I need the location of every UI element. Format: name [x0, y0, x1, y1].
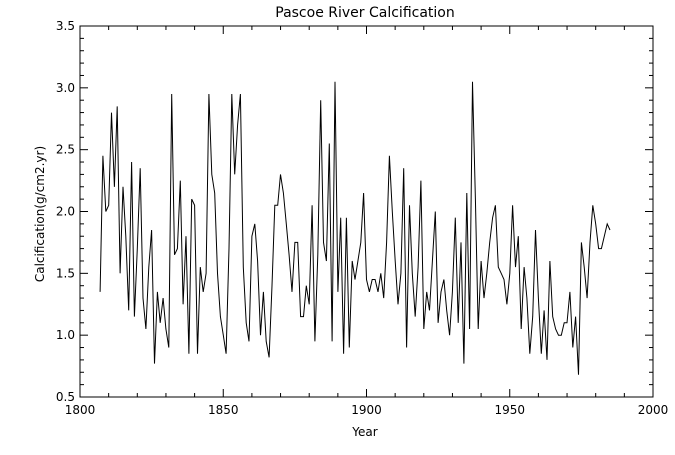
y-tick-label: 3.0 — [56, 81, 75, 95]
x-tick-label: 1900 — [351, 403, 382, 417]
series-line-0 — [99, 81, 611, 375]
plot-frame — [79, 25, 654, 398]
y-tick-label: 2.0 — [56, 205, 75, 219]
y-tick-label: 1.5 — [56, 266, 75, 280]
x-tick-label: 1950 — [494, 403, 525, 417]
x-tick-label: 2000 — [638, 403, 669, 417]
x-tick-label: 1850 — [208, 403, 239, 417]
x-tick-label: 1800 — [65, 403, 96, 417]
x-axis-label: Year — [351, 425, 377, 439]
y-tick-label: 3.5 — [56, 19, 75, 33]
plot-area: 1800 1850 1900 1950 2000 0.5 1.0 1.5 2.0 2.5 3.0 3.… — [56, 19, 668, 417]
y-axis-label: Calcification(g/cm2.yr) — [33, 146, 47, 282]
y-tick-label: 1.0 — [56, 328, 75, 342]
y-tick-label: 2.5 — [56, 143, 75, 157]
y-tick-label: 0.5 — [56, 390, 75, 404]
chart-title: Pascoe River Calcification — [275, 5, 454, 21]
